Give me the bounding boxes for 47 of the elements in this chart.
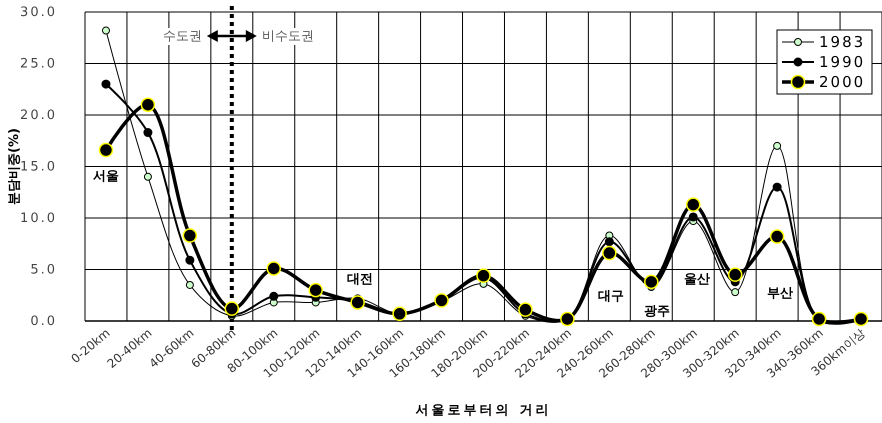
annotation: 대전 xyxy=(347,272,373,287)
point xyxy=(854,312,868,326)
legend-label: 2000 xyxy=(819,73,866,91)
point xyxy=(688,212,698,222)
annotation: 울산 xyxy=(684,272,710,287)
annotation: 광주 xyxy=(644,304,670,319)
y-tick-label: 30.0 xyxy=(20,5,57,20)
point xyxy=(770,229,784,244)
point xyxy=(686,197,700,212)
annotation: 대구 xyxy=(598,289,624,304)
point xyxy=(102,26,110,35)
annotation: 비수도권 xyxy=(262,29,314,44)
point xyxy=(140,97,156,112)
point xyxy=(602,246,617,260)
legend-label: 1990 xyxy=(819,53,866,71)
x-axis-title: 서울로부터의 거리 xyxy=(416,403,552,418)
point xyxy=(728,267,742,282)
point xyxy=(224,301,240,316)
annotation: 서울 xyxy=(93,169,119,184)
point xyxy=(731,288,740,296)
point xyxy=(182,228,198,243)
point xyxy=(186,280,194,289)
y-tick-label: 0.0 xyxy=(30,314,57,330)
point xyxy=(644,274,659,290)
point xyxy=(812,312,826,326)
point xyxy=(308,282,323,298)
point xyxy=(185,256,194,265)
annotation: 수도권 xyxy=(162,29,202,44)
point xyxy=(269,292,278,301)
point xyxy=(266,261,282,276)
y-tick-label: 10.0 xyxy=(20,211,57,226)
point xyxy=(350,295,365,310)
point xyxy=(101,80,110,89)
y-tick-label: 5.0 xyxy=(30,262,57,278)
legend-label: 1983 xyxy=(819,33,866,51)
y-axis-title: 분담비중(%) xyxy=(7,128,22,205)
point xyxy=(604,237,614,246)
y-tick-label: 25.0 xyxy=(20,56,57,72)
point xyxy=(772,182,782,192)
y-tick-label: 20.0 xyxy=(20,108,57,124)
point xyxy=(144,172,152,181)
point xyxy=(476,268,491,283)
point xyxy=(773,142,782,150)
y-tick-label: 15.0 xyxy=(20,160,57,175)
point xyxy=(143,128,152,137)
annotation: 부산 xyxy=(767,286,793,301)
point xyxy=(98,142,114,158)
